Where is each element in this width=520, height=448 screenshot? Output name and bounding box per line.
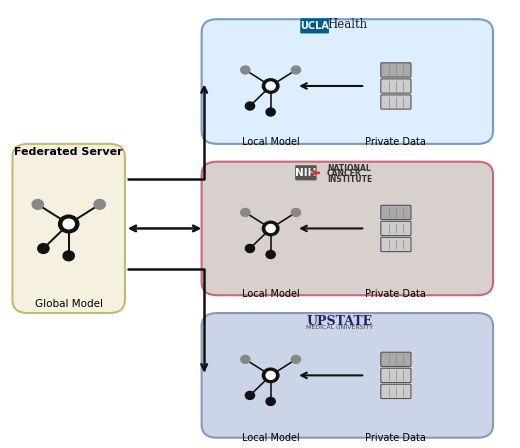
- Circle shape: [266, 371, 275, 379]
- FancyBboxPatch shape: [295, 165, 317, 181]
- Circle shape: [263, 221, 279, 236]
- FancyBboxPatch shape: [381, 368, 411, 383]
- Text: Private Data: Private Data: [366, 137, 426, 147]
- Text: INSTITUTE: INSTITUTE: [327, 175, 372, 184]
- Circle shape: [241, 66, 250, 74]
- FancyBboxPatch shape: [381, 352, 411, 366]
- FancyBboxPatch shape: [381, 63, 411, 77]
- FancyBboxPatch shape: [12, 144, 125, 313]
- FancyBboxPatch shape: [381, 79, 411, 93]
- Circle shape: [63, 219, 74, 229]
- Text: MEDICAL UNIVERSITY: MEDICAL UNIVERSITY: [306, 325, 373, 330]
- Text: Private Data: Private Data: [366, 289, 426, 298]
- Circle shape: [266, 108, 275, 116]
- FancyBboxPatch shape: [381, 205, 411, 220]
- Text: NIH: NIH: [295, 168, 317, 178]
- Circle shape: [245, 392, 255, 400]
- Text: Local Model: Local Model: [242, 137, 300, 147]
- Circle shape: [291, 208, 301, 216]
- FancyBboxPatch shape: [300, 18, 329, 34]
- Text: Private Data: Private Data: [366, 433, 426, 443]
- Text: Federated Server: Federated Server: [15, 147, 123, 157]
- Text: CANCER: CANCER: [327, 169, 361, 178]
- Circle shape: [266, 82, 275, 90]
- Circle shape: [245, 102, 255, 110]
- FancyBboxPatch shape: [381, 384, 411, 399]
- Circle shape: [291, 355, 301, 363]
- FancyBboxPatch shape: [381, 221, 411, 236]
- Circle shape: [32, 199, 43, 209]
- Circle shape: [241, 208, 250, 216]
- Text: NATIONAL: NATIONAL: [327, 164, 371, 173]
- Circle shape: [94, 199, 105, 209]
- Circle shape: [63, 251, 74, 261]
- Circle shape: [38, 244, 49, 254]
- Circle shape: [245, 245, 255, 253]
- Text: Local Model: Local Model: [242, 433, 300, 443]
- Text: Local Model: Local Model: [242, 289, 300, 298]
- Circle shape: [59, 215, 79, 233]
- Circle shape: [266, 250, 275, 258]
- Circle shape: [241, 355, 250, 363]
- FancyBboxPatch shape: [202, 19, 493, 144]
- Text: Health: Health: [327, 18, 367, 31]
- FancyBboxPatch shape: [381, 237, 411, 252]
- Circle shape: [266, 224, 275, 233]
- FancyBboxPatch shape: [202, 313, 493, 438]
- FancyBboxPatch shape: [381, 95, 411, 109]
- Circle shape: [291, 66, 301, 74]
- Circle shape: [263, 79, 279, 93]
- Text: UPSTATE: UPSTATE: [307, 315, 373, 328]
- Text: Global Model: Global Model: [35, 299, 102, 309]
- Circle shape: [266, 397, 275, 405]
- Text: UCLA: UCLA: [300, 21, 329, 31]
- Circle shape: [263, 368, 279, 383]
- FancyBboxPatch shape: [202, 162, 493, 295]
